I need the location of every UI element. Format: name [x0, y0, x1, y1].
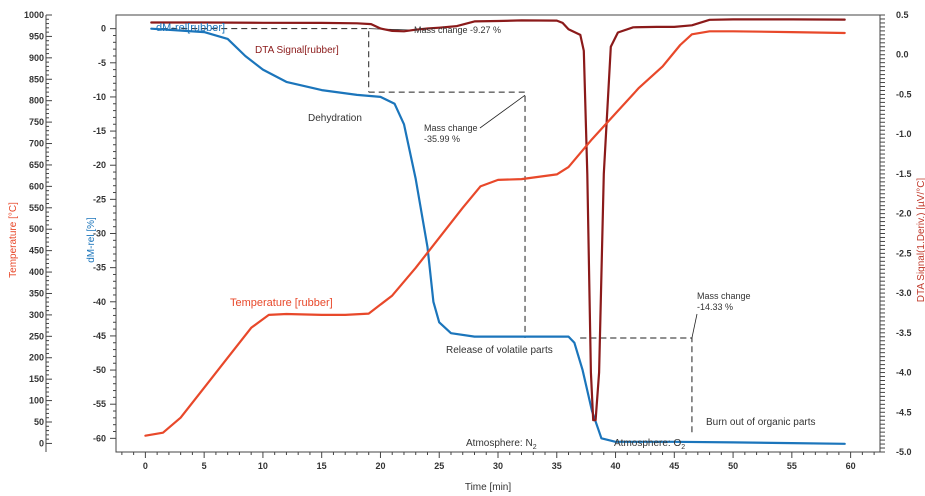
annotation-mass-change-1: Mass change -9.27 % [414, 25, 501, 35]
x-tick-label: 5 [202, 461, 207, 471]
temperature-tick-label: 500 [29, 224, 44, 234]
y-axis-title-dta: DTA Signal(1.Deriv.) [µV/°C] [916, 178, 925, 303]
y-axis-title-dm: dM-rel [%] [86, 217, 97, 263]
annotation-mass-change-3-line1: Mass change [697, 291, 751, 301]
x-tick-label: 30 [493, 461, 503, 471]
temperature-tick-label: 450 [29, 246, 44, 256]
x-tick-label: 10 [258, 461, 268, 471]
temperature-tick-label: 50 [34, 417, 44, 427]
dta-tick-label: -3.5 [896, 328, 912, 338]
temperature-tick-label: 850 [29, 74, 44, 84]
dm-tick-label: -20 [93, 160, 106, 170]
x-tick-label: 15 [317, 461, 327, 471]
annotation-volatile: Release of volatile parts [446, 345, 553, 356]
x-tick-label: 45 [669, 461, 679, 471]
annotation-mass-change-2-line1: Mass change [424, 123, 478, 133]
dm-tick-label: -25 [93, 194, 106, 204]
plot-frame [115, 14, 881, 453]
dta-tick-label: -4.5 [896, 407, 912, 417]
x-tick-label: 50 [728, 461, 738, 471]
annotation-dehydration: Dehydration [308, 113, 362, 124]
dta-tick-label: -0.5 [896, 89, 912, 99]
annotation-atmosphere-n2: Atmosphere: N2 [466, 438, 537, 451]
annotation-mass-change-3-line2: -14.33 % [697, 302, 733, 312]
x-axis-title: Time [min] [465, 482, 512, 493]
x-tick-label: 40 [611, 461, 621, 471]
mass-change-marker [368, 91, 526, 338]
temperature-tick-label: 800 [29, 96, 44, 106]
dm-tick-label: -30 [93, 229, 106, 239]
series-label-temperature: Temperature [rubber] [230, 297, 333, 309]
dm-tick-label: -15 [93, 126, 106, 136]
x-tick-label: 20 [375, 461, 385, 471]
temperature-tick-label: 700 [29, 139, 44, 149]
x-tick-label: 60 [846, 461, 856, 471]
series-label-dta: DTA Signal[rubber] [255, 45, 339, 56]
temperature-tick-label: 150 [29, 374, 44, 384]
temperature-tick-label: 750 [29, 117, 44, 127]
dta-tick-label: -5.0 [896, 447, 912, 457]
temperature-tick-label: 400 [29, 267, 44, 277]
temperature-tick-label: 600 [29, 181, 44, 191]
dta-tick-label: 0.5 [896, 10, 909, 20]
dm-tick-label: 0 [101, 24, 106, 34]
x-tick-label: 35 [552, 461, 562, 471]
annotation-burnout: Burn out of organic parts [706, 417, 816, 428]
temperature-tick-label: 250 [29, 331, 44, 341]
annotation-atmosphere-o2: Atmosphere: O2 [614, 438, 685, 451]
dm-tick-label: -40 [93, 297, 106, 307]
series-line-dm [150, 27, 846, 445]
series-label-dm: dM-rel[rubber] [156, 22, 225, 34]
x-tick-label: 25 [434, 461, 444, 471]
x-tick-label: 55 [787, 461, 797, 471]
dm-tick-label: -55 [93, 399, 106, 409]
annotation-mass-change-2-line2: -35.99 % [424, 134, 460, 144]
temperature-tick-label: 900 [29, 53, 44, 63]
dta-tick-label: -1.0 [896, 129, 912, 139]
dta-tick-label: 0.0 [896, 50, 909, 60]
temperature-tick-label: 100 [29, 396, 44, 406]
dm-tick-label: -5 [98, 58, 106, 68]
dm-tick-label: -60 [93, 433, 106, 443]
temperature-tick-label: 0 [39, 438, 44, 448]
annotation-leader-3 [691, 313, 698, 339]
mass-change-marker [151, 28, 370, 93]
temperature-tick-label: 1000 [24, 10, 44, 20]
temperature-tick-label: 350 [29, 288, 44, 298]
annotation-leader-2 [479, 94, 526, 129]
temperature-tick-label: 650 [29, 160, 44, 170]
dta-tick-label: -4.0 [896, 368, 912, 378]
temperature-tick-label: 300 [29, 310, 44, 320]
dta-tick-label: -1.5 [896, 169, 912, 179]
series-line-dta [150, 18, 846, 422]
dm-tick-label: -10 [93, 92, 106, 102]
x-tick-label: 0 [143, 461, 148, 471]
dm-tick-label: -35 [93, 263, 106, 273]
temperature-tick-label: 950 [29, 31, 44, 41]
dta-tick-label: -3.0 [896, 288, 912, 298]
temperature-tick-label: 550 [29, 203, 44, 213]
dta-tick-label: -2.5 [896, 248, 912, 258]
dta-tick-label: -2.0 [896, 209, 912, 219]
dm-tick-label: -45 [93, 331, 106, 341]
dm-tick-label: -50 [93, 365, 106, 375]
series-line-temperature [144, 30, 846, 437]
y-axis-title-temperature: Temperature [°C] [8, 202, 19, 278]
temperature-tick-label: 200 [29, 353, 44, 363]
